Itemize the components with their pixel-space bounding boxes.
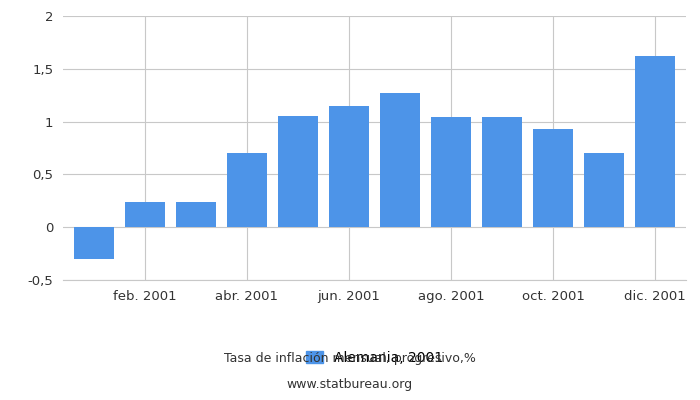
Bar (431, 117, 471, 227)
Bar (533, 129, 573, 227)
Text: Tasa de inflación mensual, progresivo,%: Tasa de inflación mensual, progresivo,% (224, 352, 476, 365)
Bar (329, 106, 369, 227)
Bar (125, 202, 164, 227)
Bar (482, 117, 522, 227)
Bar (636, 56, 676, 227)
Bar (278, 116, 318, 227)
Bar (584, 153, 624, 227)
Bar (74, 227, 113, 259)
Bar (227, 153, 267, 227)
Text: www.statbureau.org: www.statbureau.org (287, 378, 413, 391)
Bar (380, 93, 420, 227)
Legend: Alemania, 2001: Alemania, 2001 (300, 345, 449, 370)
Bar (176, 202, 216, 227)
